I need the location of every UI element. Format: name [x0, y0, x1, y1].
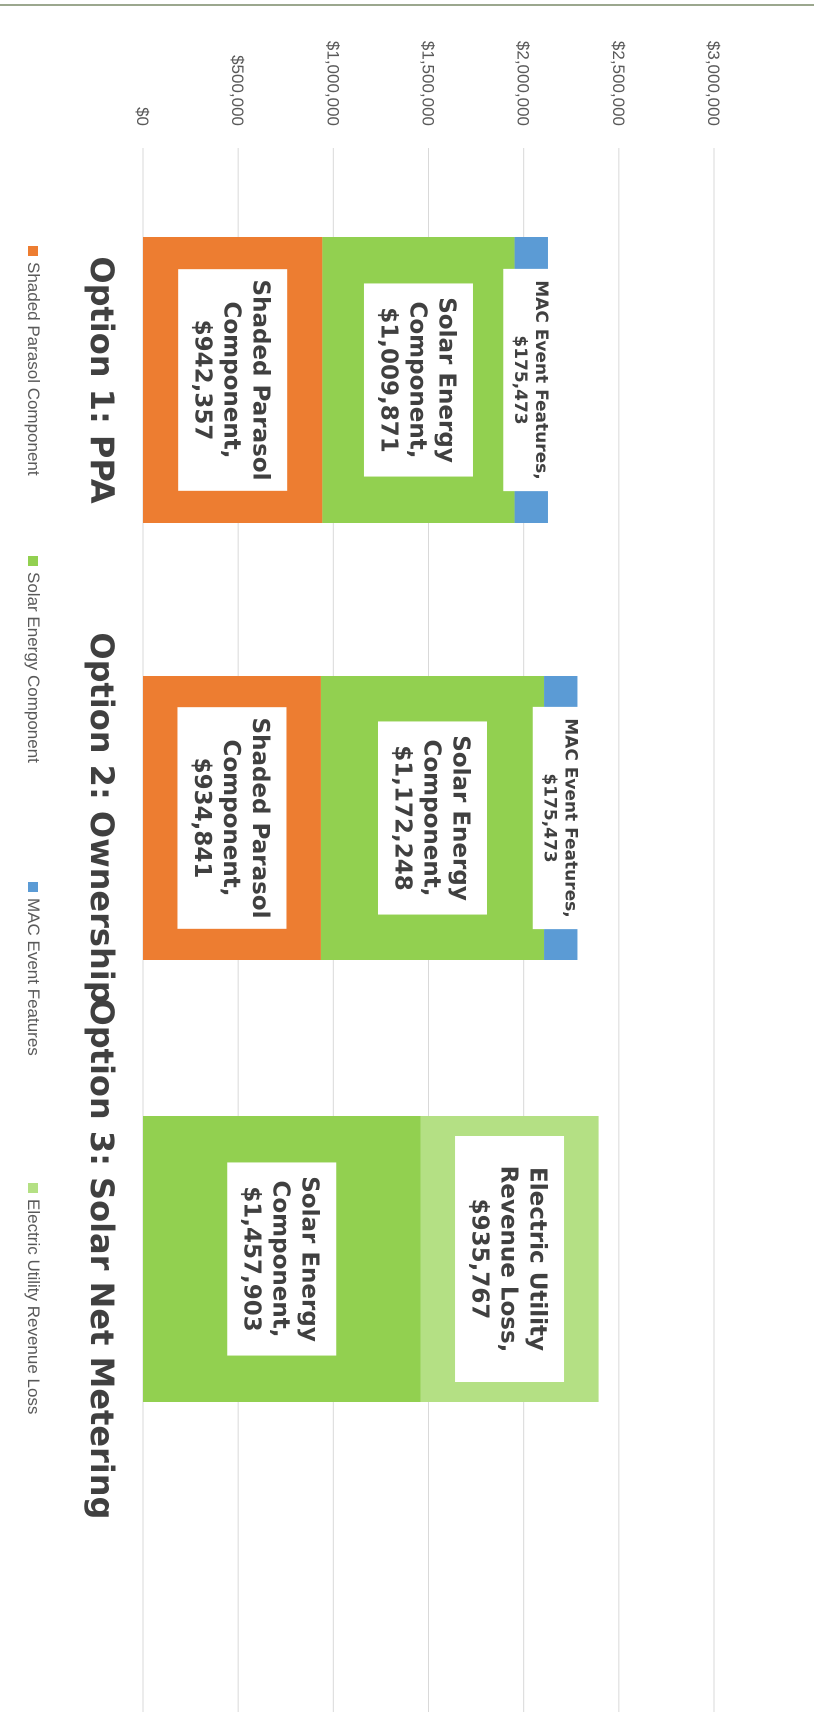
data-label-text: Solar Energy	[447, 735, 473, 901]
data-label-text: $175,473	[510, 335, 530, 424]
category-label: Option 3: Solar Net Metering	[83, 999, 121, 1520]
data-label-text: $1,457,903	[239, 1186, 265, 1332]
data-label-text: $935,767	[466, 1199, 492, 1320]
legend-swatch	[28, 556, 38, 566]
data-label-text: $175,473	[539, 773, 559, 862]
legend-swatch	[28, 1183, 38, 1193]
data-label-text: Solar Energy	[297, 1176, 323, 1342]
data-label-text: Component,	[418, 740, 444, 897]
data-label-box	[177, 707, 287, 929]
data-label-text: Shaded Parasol	[247, 718, 273, 919]
data-label-text: Component,	[404, 302, 430, 459]
data-label-box	[532, 706, 589, 930]
legend-label: Solar Energy Component	[24, 572, 43, 763]
legend: Shaded Parasol Component Solar Energy Com…	[24, 246, 43, 1414]
tick-label: $1,500,000	[419, 41, 438, 126]
data-label-text: MAC Event Features,	[560, 718, 580, 917]
data-label-text: Component,	[268, 1181, 294, 1338]
tick-label: $3,000,000	[704, 41, 723, 126]
data-label-box	[227, 1162, 337, 1356]
tick-label: $2,500,000	[609, 41, 628, 126]
data-label-text: Component,	[219, 302, 245, 459]
data-label-box	[503, 268, 560, 492]
category-label: Option 2: Ownership	[83, 632, 121, 1003]
data-label-box	[455, 1136, 565, 1382]
legend-label: MAC Event Features	[24, 898, 43, 1056]
data-label-text: $1,009,871	[375, 307, 401, 453]
data-label-text: $934,841	[189, 758, 215, 879]
data-label-box	[363, 283, 473, 477]
data-label-text: $1,172,248	[389, 745, 415, 891]
data-label-text: Shaded Parasol	[248, 280, 274, 481]
data-label-text: Solar Energy	[433, 297, 459, 463]
tick-label: $2,000,000	[514, 41, 533, 126]
value-axis-ticks: $0 $500,000 $1,000,000 $1,500,000 $2,000,000…	[133, 41, 723, 126]
tick-label: $0	[133, 107, 152, 126]
data-label-box	[377, 721, 487, 915]
legend-swatch	[28, 246, 38, 256]
data-label-text: MAC Event Features,	[531, 280, 551, 479]
data-label-text: Revenue Loss,	[495, 1166, 521, 1353]
data-label-box	[178, 269, 288, 491]
tick-label: $1,000,000	[323, 41, 342, 126]
data-label-text: Electric Utility	[524, 1167, 550, 1351]
tick-label: $500,000	[228, 55, 247, 126]
legend-swatch	[28, 882, 38, 892]
legend-label: Shaded Parasol Component	[24, 262, 43, 476]
data-label-text: Component,	[218, 740, 244, 897]
legend-label: Electric Utility Revenue Loss	[24, 1199, 43, 1414]
data-label-text: $942,357	[190, 320, 216, 441]
category-label: Option 1: PPA	[83, 256, 121, 503]
